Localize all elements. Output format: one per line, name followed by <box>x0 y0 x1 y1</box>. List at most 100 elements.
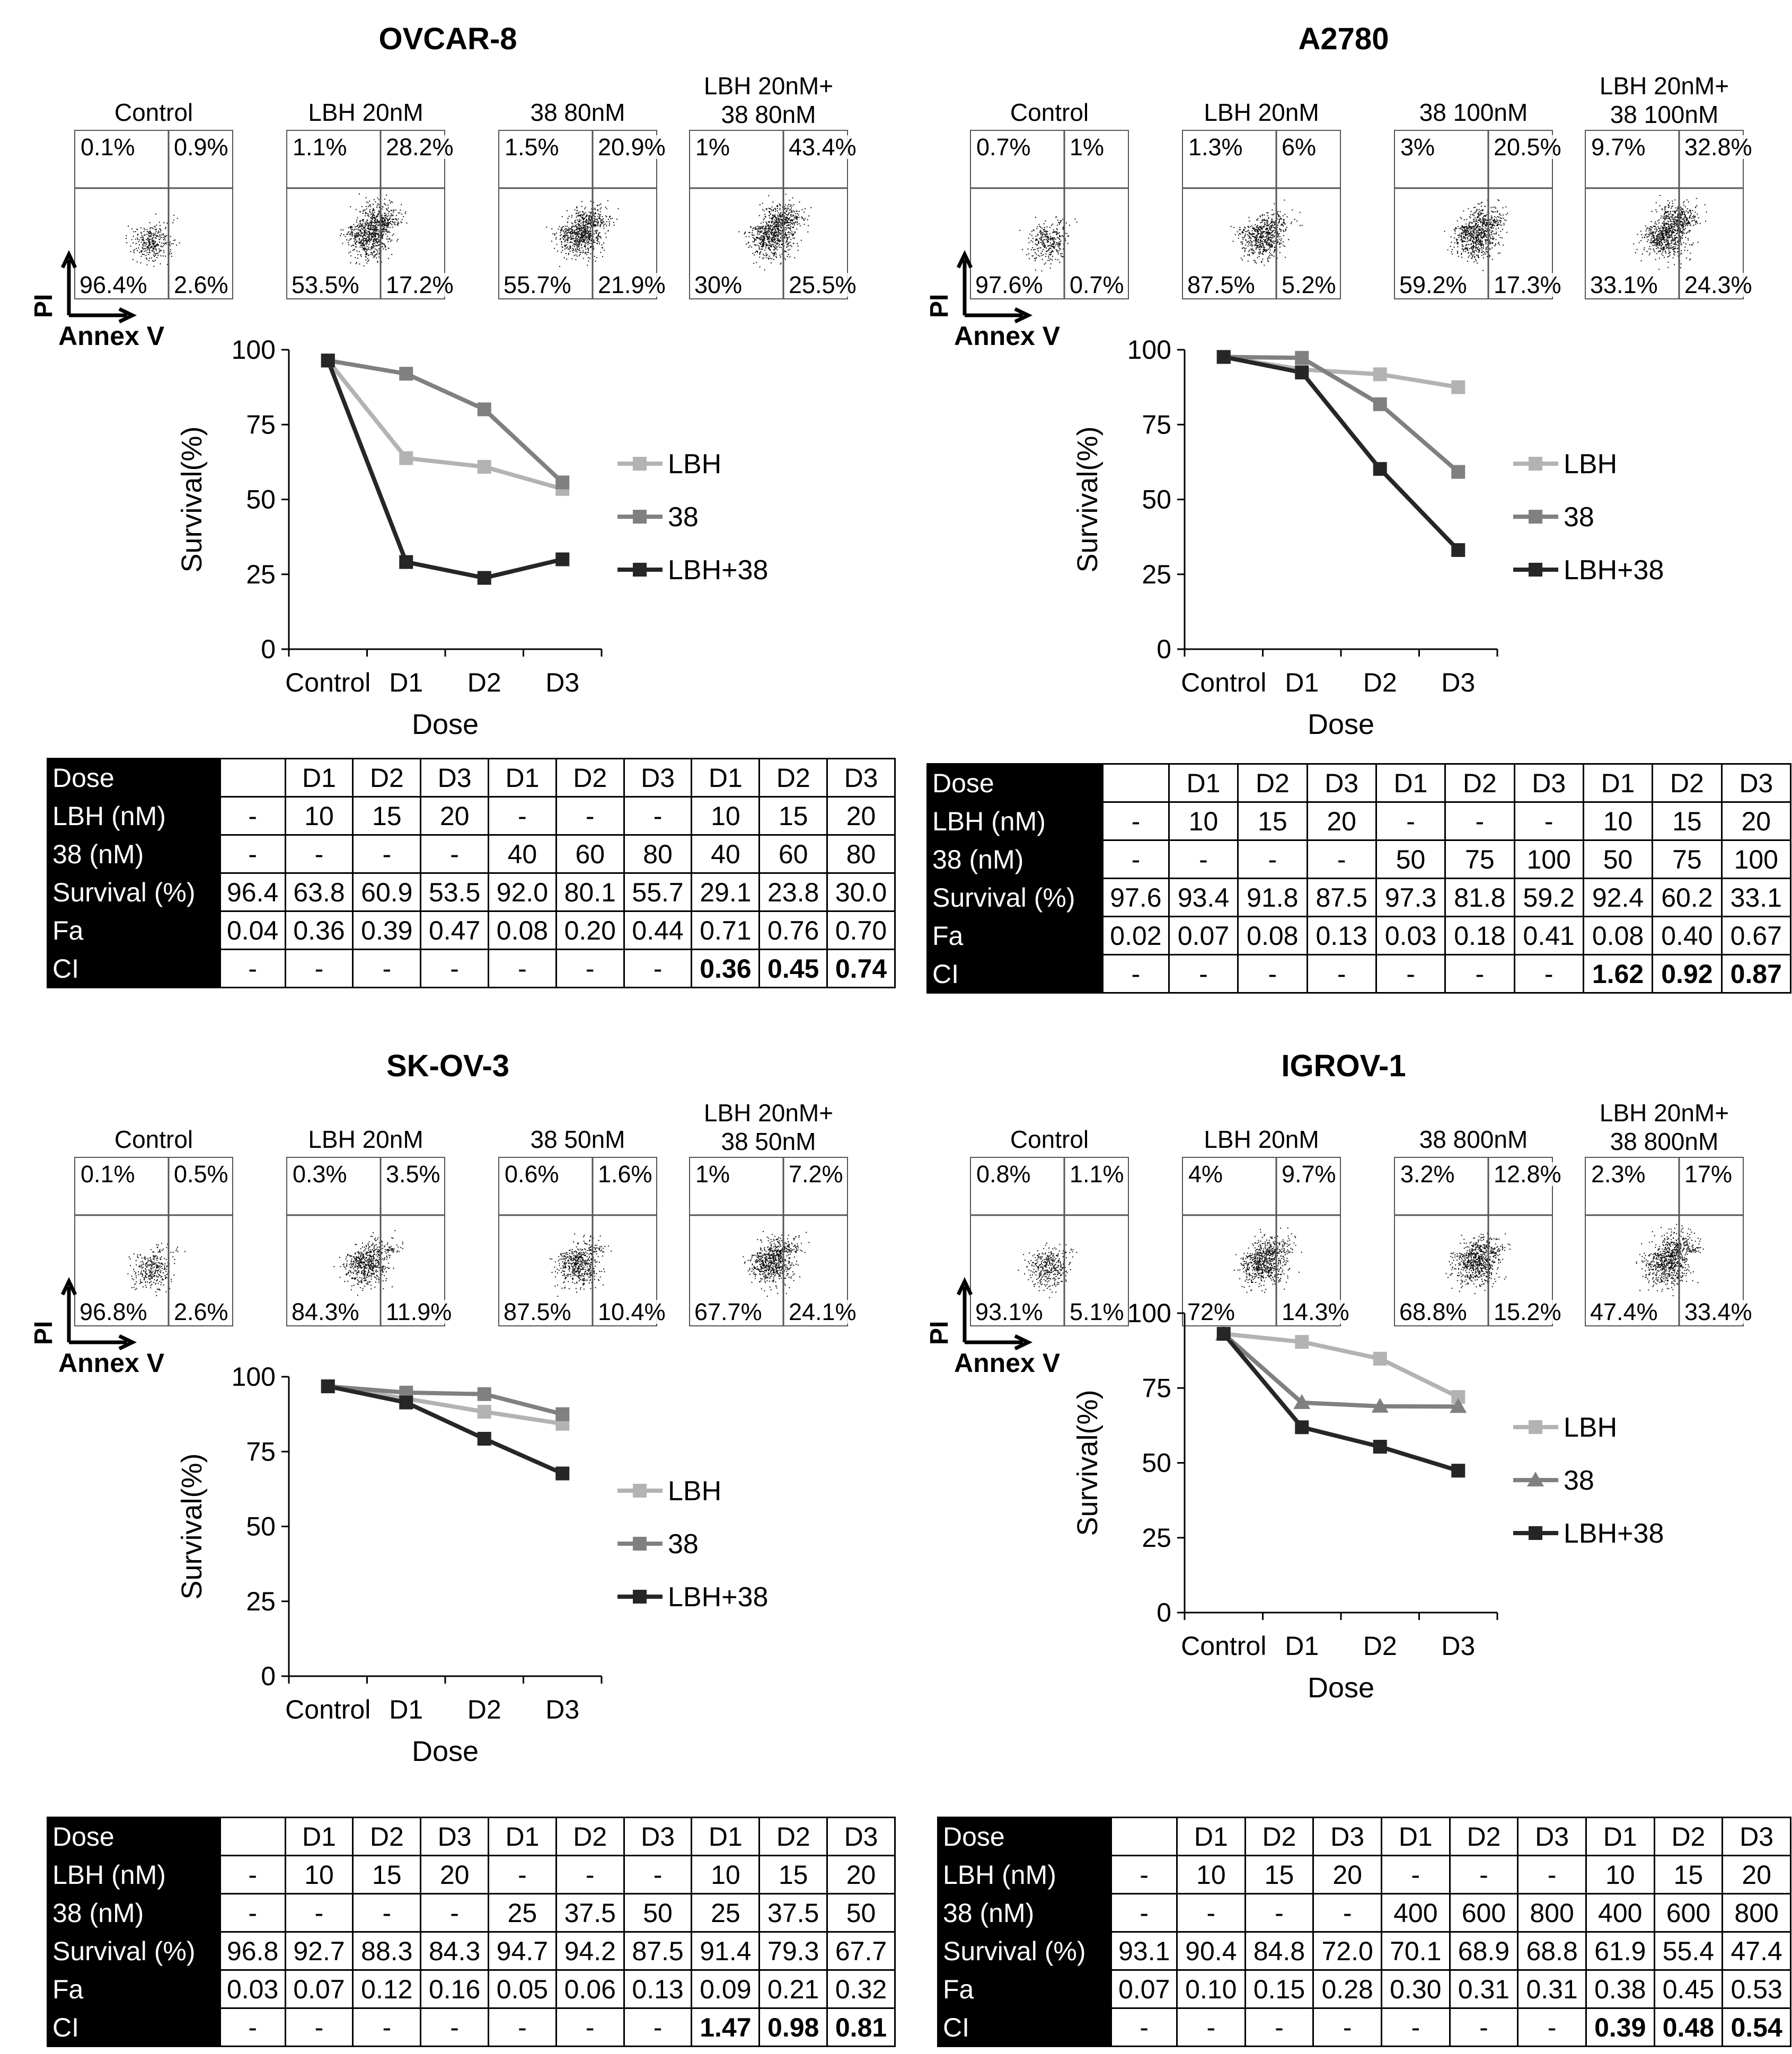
x-axis-label: Dose <box>412 1736 479 1767</box>
table-cell: D2 <box>555 1817 625 1856</box>
table-cell: 92.0 <box>488 872 557 912</box>
panel-ovcar8: OVCAR-8 Control 0.1% 0.9% 96.4% 2.6% LBH 20nM 1… <box>0 0 896 1027</box>
table-cell: D3 <box>1722 1817 1791 1856</box>
x-tick-label: D2 <box>1363 1631 1397 1661</box>
series-line-38 <box>1223 355 1460 474</box>
table-cell: 0.54 <box>1722 2007 1791 2047</box>
survival-chart: 0 25 50 75 100 Control D1 D2 D3 Dose Survival(%) LB… <box>1072 335 1664 740</box>
table-cell: - <box>1375 801 1446 841</box>
flow-events <box>743 1231 810 1297</box>
flow-events <box>1018 1243 1078 1298</box>
flow-plot: LBH 20nM 1.3% 6% 87.5% 5.2% <box>1182 74 1341 299</box>
quadrant-lower-left: 33.1% <box>1590 271 1658 298</box>
flow-plot-area: 2.3% 17% 47.4% 33.4% <box>1585 1157 1752 1326</box>
table-row: Fa 0.04 0.36 0.39 0.47 0.08 0.20 0.44 0.71 0.76 0.… <box>47 910 896 950</box>
table-cell: 100 <box>1513 839 1584 879</box>
table-cell: D1 <box>1176 1817 1246 1856</box>
table-cell: 0.38 <box>1585 1969 1655 2009</box>
table-cell: - <box>219 796 286 836</box>
table-cell: 10 <box>691 796 761 836</box>
flow-scatter <box>970 1157 1129 1326</box>
legend-marker <box>633 563 647 577</box>
table-cell: 1.47 <box>691 2007 761 2047</box>
table-row: Survival (%) 96.4 63.8 60.9 53.5 92.0 80.1 55.7… <box>47 872 896 912</box>
table-cell: 92.4 <box>1582 878 1654 917</box>
survival-chart: 0 25 50 75 100 Control D1 D2 D3 Dose Survival(%) LB… <box>1072 1298 1664 1704</box>
quadrant-lower-left: 47.4% <box>1590 1298 1658 1325</box>
table-cell: - <box>1380 1855 1451 1894</box>
table-cell: - <box>284 949 354 988</box>
table-cell: 0.39 <box>352 910 422 950</box>
flow-plot-label: Control <box>1010 99 1089 126</box>
table-row: Fa 0.02 0.07 0.08 0.13 0.03 0.18 0.41 0.08 0.40 0.… <box>926 916 1792 955</box>
y-tick-label: 75 <box>246 1437 276 1466</box>
table-cell: 84.8 <box>1244 1931 1314 1971</box>
table-cell: 93.4 <box>1168 878 1239 917</box>
axis-label-pi: PI <box>30 1321 58 1345</box>
table-row-header: LBH (nM) <box>926 801 1104 841</box>
table-cell: 84.3 <box>420 1931 490 1971</box>
flow-plot-area: 0.3% 3.5% 84.3% 11.9% <box>286 1157 452 1326</box>
flow-plot-label: LBH 20nM+ 38 800nM <box>1599 1099 1729 1155</box>
flow-scatter <box>689 130 848 299</box>
quadrant-upper-right: 0.9% <box>174 134 228 161</box>
quadrant-upper-right: 17% <box>1684 1161 1733 1188</box>
table-cell: 100 <box>1720 839 1792 879</box>
table-cell: D2 <box>352 758 422 798</box>
legend-label: LBH <box>1564 1412 1617 1443</box>
table-cell: 0.05 <box>488 1969 557 2009</box>
table-cell: - <box>1517 2007 1587 2047</box>
table-cell: - <box>284 2007 354 2047</box>
flow-plot: LBH 20nM 4% 9.7% 72% 14.3% <box>1182 1101 1349 1326</box>
table-cell: 0.30 <box>1380 1969 1451 2009</box>
quadrant-lower-right: 10.4% <box>598 1298 666 1325</box>
quadrant-upper-left: 0.6% <box>505 1161 559 1188</box>
y-tick-label: 50 <box>246 485 276 515</box>
panel-title: OVCAR-8 <box>378 22 517 56</box>
x-tick-label: Control <box>285 668 370 697</box>
data-point <box>1293 1394 1311 1409</box>
table-cell: 20 <box>420 796 490 836</box>
panel-a2780: A2780 Control 0.7% 1% 97.6% 0.7% LBH 20nM 1.3% 6… <box>896 0 1792 1027</box>
table-row: CI - - - - - - -1.62 0.92 0.87 <box>926 954 1792 994</box>
axis-guide-arrows <box>956 250 1033 323</box>
flow-plot-label: Control <box>114 1126 193 1153</box>
y-tick-label: 100 <box>232 335 276 365</box>
axis-arrows <box>956 1277 1033 1350</box>
flow-plot-label: 38 800nM <box>1419 1126 1528 1153</box>
table-cell: D2 <box>1244 1817 1314 1856</box>
axis-arrows <box>956 250 1033 323</box>
table-cell: 0.92 <box>1652 954 1723 994</box>
table-cell: - <box>1110 1893 1178 1933</box>
table-cell: 20 <box>826 796 896 836</box>
flow-plot-area: 0.6% 1.6% 87.5% 10.4% <box>498 1157 666 1326</box>
quadrant-upper-right: 28.2% <box>386 134 454 161</box>
table-cell: D1 <box>488 758 557 798</box>
table-cell: 25 <box>691 1893 761 1933</box>
series-line-LBH+38 <box>327 1384 563 1476</box>
table-cell: 0.07 <box>284 1969 354 2009</box>
data-point <box>1373 1351 1387 1366</box>
y-tick-label: 0 <box>1157 634 1171 664</box>
flow-events <box>1633 195 1707 270</box>
quadrant-upper-left: 0.7% <box>976 134 1031 161</box>
table-cell: - <box>623 2007 693 2047</box>
table-cell: D2 <box>758 758 828 798</box>
quadrant-upper-right: 1.6% <box>598 1161 652 1188</box>
table-row: 38 (nM) - - - -25 37.5 50 25 37.5 50 <box>47 1893 896 1933</box>
table-row-header: LBH (nM) <box>47 1855 221 1894</box>
table-cell: 0.08 <box>1582 916 1654 955</box>
table-row-header: Dose <box>926 763 1104 803</box>
table-cell: 0.81 <box>826 2007 896 2047</box>
table-row-header: Dose <box>937 1817 1113 1856</box>
quadrant-upper-right: 7.2% <box>789 1161 843 1188</box>
panel-igrov1: IGROV-1 Control 0.8% 1.1% 93.1% 5.1% LBH 20nM 4… <box>896 1027 1791 2054</box>
table-cell: 55.4 <box>1653 1931 1724 1971</box>
table-cell: 0.13 <box>623 1969 693 2009</box>
flow-plot: LBH 20nM 0.3% 3.5% 84.3% 11.9% <box>286 1101 452 1326</box>
table-cell: 0.53 <box>1722 1969 1791 2009</box>
table-cell: D3 <box>420 758 490 798</box>
table-cell: 0.08 <box>488 910 557 950</box>
quadrant-lower-right: 14.3% <box>1282 1298 1349 1325</box>
table-cell: - <box>352 2007 422 2047</box>
